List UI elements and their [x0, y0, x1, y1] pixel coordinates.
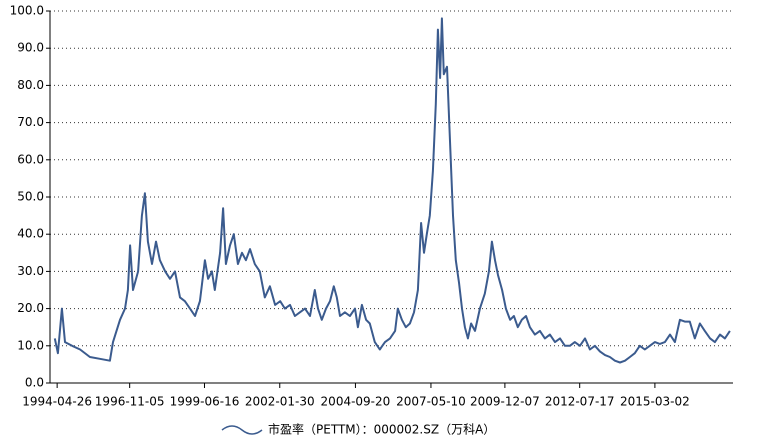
y-tick-label: 80.0	[17, 78, 44, 92]
y-tick-label: 20.0	[17, 301, 44, 315]
x-tick-label: 2007-05-10	[396, 395, 466, 409]
x-tick-label: 2002-01-30	[245, 395, 315, 409]
x-tick-label: 1996-11-05	[95, 395, 165, 409]
y-tick-label: 30.0	[17, 264, 44, 278]
y-tick-label: 0.0	[25, 376, 44, 390]
y-tick-label: 60.0	[17, 152, 44, 166]
legend-label: 市盈率（PETTM）：000002.SZ（万科A）	[268, 422, 495, 437]
x-tick-label: 2012-07-17	[545, 395, 615, 409]
y-tick-label: 70.0	[17, 115, 44, 129]
legend-swatch	[221, 425, 263, 435]
line-series	[53, 17, 731, 364]
x-tick-label: 1999-06-16	[170, 395, 240, 409]
y-tick-label: 100.0	[10, 4, 44, 18]
x-tick-label: 2004-09-20	[321, 395, 391, 409]
x-tick-label: 2015-03-02	[620, 395, 690, 409]
x-tick-label: 2009-12-07	[470, 395, 540, 409]
y-tick-label: 10.0	[17, 338, 44, 352]
x-tick-label: 1994-04-26	[22, 395, 92, 409]
y-tick-label: 40.0	[17, 227, 44, 241]
y-tick-label: 50.0	[17, 190, 44, 204]
y-tick-label: 90.0	[17, 41, 44, 55]
